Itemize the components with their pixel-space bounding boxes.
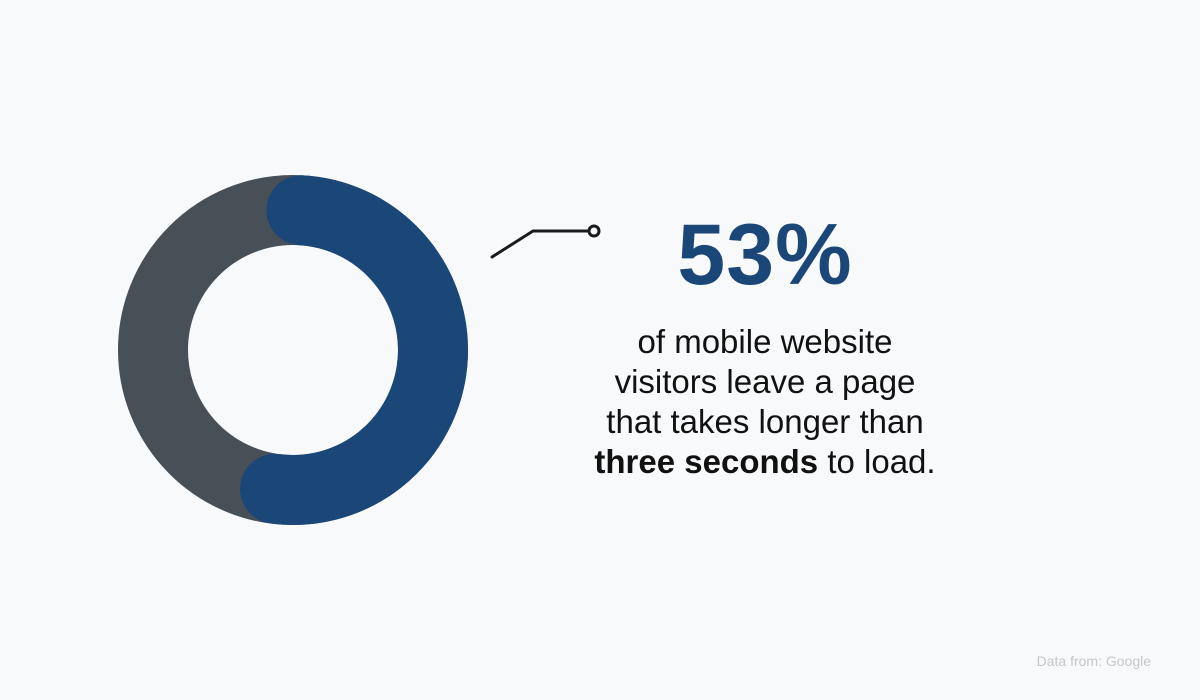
source-note: Data from: Google	[1036, 653, 1151, 669]
callout-line	[490, 229, 591, 259]
desc-bold: three seconds	[594, 443, 819, 480]
stat-value: 53%	[677, 207, 853, 303]
donut-slice-highlight	[240, 175, 468, 525]
desc-text: of mobile website visitors leave a page th…	[606, 323, 924, 440]
stat-description: of mobile website visitors leave a page th…	[540, 322, 990, 482]
desc-text-end: to load.	[827, 443, 936, 480]
callout-dot	[587, 224, 601, 238]
